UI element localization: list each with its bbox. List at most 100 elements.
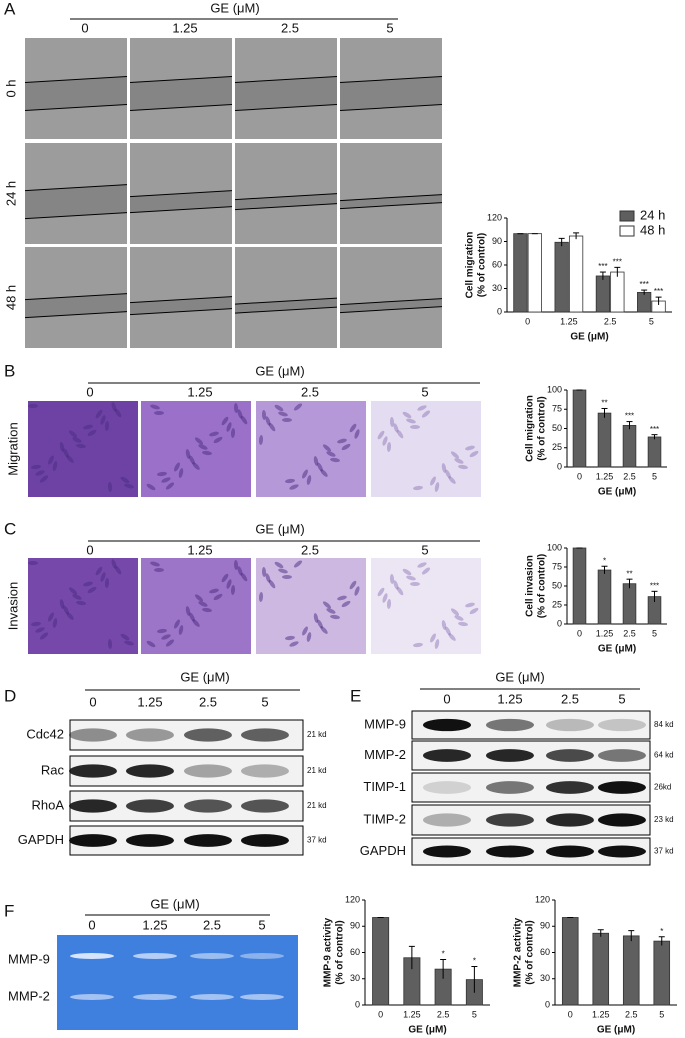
significance: * xyxy=(603,556,606,565)
cell xyxy=(107,482,113,492)
bar xyxy=(572,389,587,468)
dose-header: GE (μM) xyxy=(210,0,259,15)
band xyxy=(69,764,117,778)
y-tick-label: 30 xyxy=(350,973,360,983)
band xyxy=(546,749,594,762)
y-axis-label: MMP-9 activity xyxy=(323,917,334,987)
y-axis-label: Cell migration xyxy=(525,395,536,462)
cell xyxy=(386,599,392,609)
band xyxy=(486,718,534,732)
y-tick-label: 60 xyxy=(350,947,360,957)
significance: *** xyxy=(654,287,663,296)
significance: *** xyxy=(625,412,634,421)
cell xyxy=(282,418,292,422)
scratch-edge xyxy=(234,193,338,201)
dose-label: 5 xyxy=(258,917,265,932)
y-axis-label: (% of control) xyxy=(477,233,488,297)
scratch-gap xyxy=(25,293,127,318)
cell xyxy=(396,586,404,596)
band xyxy=(598,845,646,858)
cell xyxy=(317,462,323,472)
cell xyxy=(68,430,78,438)
cell xyxy=(396,429,404,439)
significance: *** xyxy=(650,581,659,590)
scratch-edge xyxy=(234,203,338,211)
band xyxy=(423,781,471,794)
x-tick-label: 1.25 xyxy=(403,1009,421,1019)
dose-header: GE (μM) xyxy=(495,669,544,684)
significance: * xyxy=(473,957,476,966)
dose-label: 2.5 xyxy=(199,694,217,709)
band-size: 26kd xyxy=(654,783,671,792)
scratch-edge xyxy=(234,306,338,314)
cell xyxy=(302,469,308,479)
band xyxy=(486,813,534,827)
dose-label: 1.25 xyxy=(497,691,522,706)
blot-label: GAPDH xyxy=(18,832,64,847)
dose-label: 5 xyxy=(618,691,625,706)
cell xyxy=(31,621,41,627)
cell xyxy=(289,641,299,647)
band xyxy=(486,781,534,794)
cell xyxy=(87,429,97,437)
cell xyxy=(114,408,122,418)
legend-label: 48 h xyxy=(640,222,665,237)
dose-label: 1.25 xyxy=(142,917,167,932)
dose-label: 5 xyxy=(386,20,393,35)
cell xyxy=(354,586,360,596)
cell xyxy=(268,579,276,589)
scratch-edge xyxy=(24,293,128,301)
cell xyxy=(161,634,171,640)
cell xyxy=(330,457,340,463)
dose-label: 0 xyxy=(88,917,95,932)
scratch-edge xyxy=(339,104,443,112)
cell xyxy=(265,416,271,426)
cell xyxy=(52,461,58,471)
cell xyxy=(469,450,479,458)
band-size: 21 kd xyxy=(307,730,327,739)
micrograph xyxy=(256,401,366,497)
y-axis-label: (% of control) xyxy=(335,920,346,984)
cell xyxy=(410,582,420,586)
significance: ** xyxy=(601,399,607,408)
cell xyxy=(72,437,82,443)
cell xyxy=(465,602,475,608)
cell xyxy=(221,416,229,426)
band xyxy=(241,728,289,742)
cell xyxy=(233,403,239,413)
scratch-edge xyxy=(339,194,443,202)
cell xyxy=(382,593,388,603)
dose-label: 1.25 xyxy=(187,542,212,557)
cell xyxy=(337,595,347,601)
time-label: 24 h xyxy=(3,181,18,206)
bar xyxy=(568,235,584,313)
cell xyxy=(265,573,271,583)
cell xyxy=(174,619,180,629)
y-tick-label: 50 xyxy=(552,580,562,590)
scratch-gap xyxy=(25,184,127,219)
cell xyxy=(302,626,308,636)
band-size: 37 kd xyxy=(654,847,674,856)
band xyxy=(423,718,471,732)
band xyxy=(546,781,594,794)
cell xyxy=(178,625,184,635)
x-tick-label: 0 xyxy=(568,1009,573,1019)
cell xyxy=(469,607,479,615)
bar xyxy=(572,547,587,625)
cell xyxy=(313,456,319,466)
bar xyxy=(610,271,625,313)
band xyxy=(184,764,232,778)
cell xyxy=(313,613,319,623)
cell xyxy=(87,586,97,594)
panel-letter: F xyxy=(4,901,14,920)
band xyxy=(241,799,289,813)
cell xyxy=(59,599,65,609)
cell xyxy=(458,621,468,627)
cell xyxy=(194,594,204,602)
cell xyxy=(430,476,436,486)
x-tick-label: 0 xyxy=(378,1009,383,1019)
bar xyxy=(622,935,640,1006)
scratch-gap xyxy=(130,76,232,111)
cell xyxy=(202,450,212,456)
